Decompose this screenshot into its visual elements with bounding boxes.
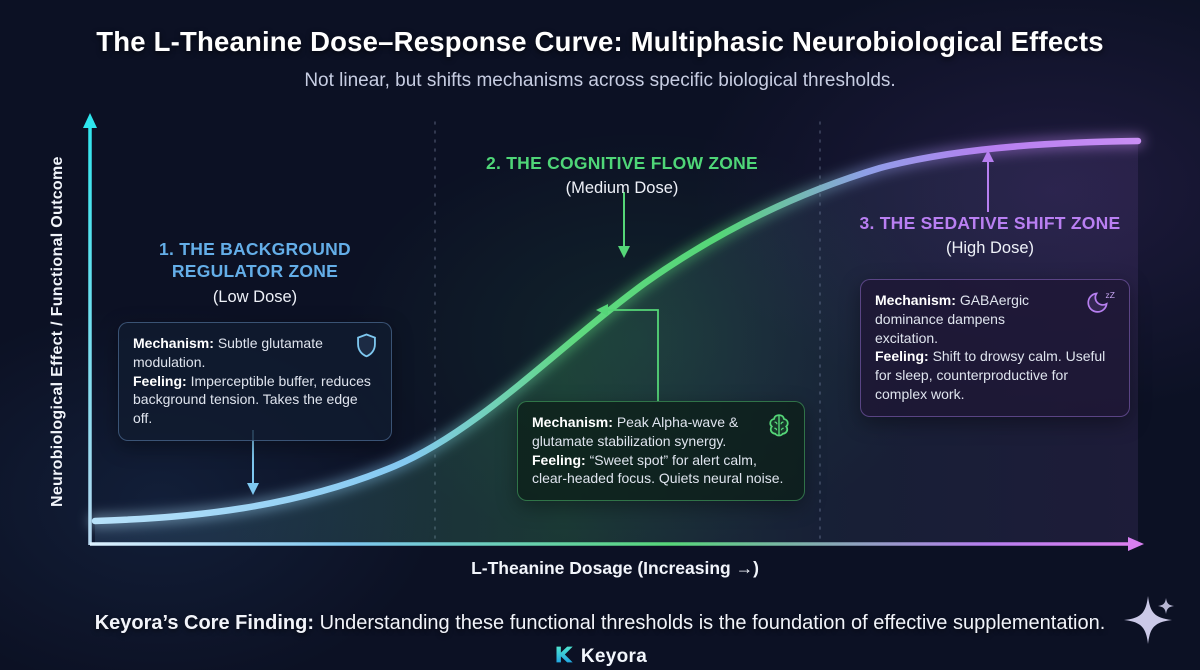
- card-feeling: Feeling: Shift to drowsy calm. Useful fo…: [875, 348, 1106, 402]
- y-axis-arrow-icon: [83, 113, 97, 128]
- brand-logo: Keyora: [0, 644, 1200, 670]
- brand-name: Keyora: [580, 646, 648, 667]
- mechanism-card-high-dose: zZ Mechanism: GABAergic dominance dampen…: [860, 279, 1130, 417]
- mechanism-card-low-dose: Mechanism: Subtle glutamate modulation. …: [118, 322, 392, 441]
- x-axis-arrow-icon: [1128, 537, 1144, 551]
- sparkle-icon: [1118, 590, 1178, 655]
- curve-area-fill: [95, 141, 1138, 543]
- card-mechanism: Mechanism: Subtle glutamate modulation.: [133, 335, 323, 370]
- zone1-dose: (Low Dose): [212, 287, 298, 306]
- card-feeling: Feeling: Imperceptible buffer, reduces b…: [133, 372, 371, 427]
- zone3-dose: (High Dose): [945, 239, 1035, 258]
- zone3-label: 3. THE SEDATIVE SHIFT ZONE (High Dose): [845, 212, 1135, 260]
- core-finding-label: Keyora’s Core Finding:: [94, 612, 315, 634]
- keyora-logo-icon: [553, 644, 574, 670]
- core-finding: Keyora’s Core Finding: Understanding the…: [94, 612, 1106, 634]
- moon-zz-icon: zZ: [1084, 289, 1118, 321]
- card-mechanism: Mechanism: Peak Alpha-wave & glutamate s…: [532, 414, 739, 449]
- zone2-pointer-arrow-icon: [618, 192, 630, 258]
- zz-text: zZ: [1106, 290, 1115, 300]
- zone2-card-connector-arrow-icon: [596, 304, 659, 401]
- zone3-heading: 3. THE SEDATIVE SHIFT ZONE: [859, 213, 1121, 233]
- card-mechanism: Mechanism: GABAergic dominance dampens e…: [875, 292, 1030, 346]
- response-curve: [91, 137, 1142, 525]
- brain-icon: [765, 411, 793, 444]
- card-feeling: Feeling: “Sweet spot” for alert calm, cl…: [532, 451, 784, 487]
- mechanism-card-medium-dose: Mechanism: Peak Alpha-wave & glutamate s…: [517, 401, 805, 501]
- shield-icon: [353, 332, 380, 364]
- page-title: The L-Theanine Dose–Response Curve: Mult…: [96, 26, 1104, 57]
- page-subtitle: Not linear, but shifts mechanisms across…: [304, 70, 896, 91]
- zone2-dose: (Medium Dose): [565, 179, 679, 198]
- y-axis-label: Neurobiological Effect / Functional Outc…: [49, 156, 66, 508]
- zone2-label: 2. THE COGNITIVE FLOW ZONE (Medium Dose): [462, 152, 782, 200]
- zone3-pointer-arrow-icon: [982, 150, 994, 212]
- x-axis-label: L-Theanine Dosage (Increasing →): [471, 558, 759, 578]
- zone1-heading: 1. THE BACKGROUND REGULATOR ZONE: [159, 239, 351, 282]
- zone2-heading: 2. THE COGNITIVE FLOW ZONE: [486, 153, 758, 173]
- zone1-label: 1. THE BACKGROUND REGULATOR ZONE (Low Do…: [115, 238, 395, 308]
